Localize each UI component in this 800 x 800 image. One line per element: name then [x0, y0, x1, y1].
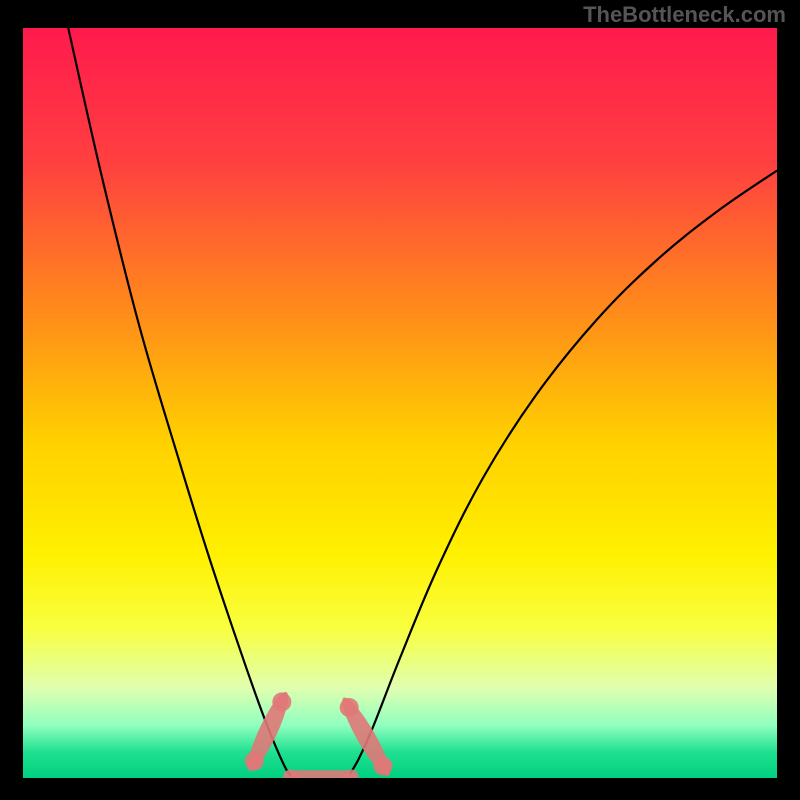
plot-area	[23, 28, 777, 778]
chart-svg	[23, 28, 777, 778]
watermark-text: TheBottleneck.com	[583, 2, 786, 28]
chart-frame: TheBottleneck.com	[0, 0, 800, 800]
gradient-background	[23, 28, 777, 778]
